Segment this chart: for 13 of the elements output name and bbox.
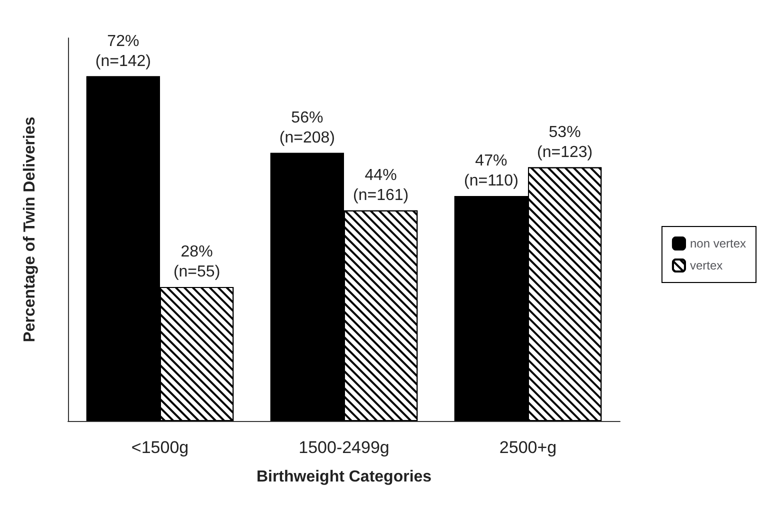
data-label: 56% (n=208) — [279, 109, 335, 146]
data-label: 72% (n=142) — [95, 32, 151, 70]
x-axis-title: Birthweight Categories — [256, 468, 432, 486]
data-label: 28% (n=55) — [173, 243, 220, 280]
y-axis-title: Percentage of Twin Deliveries — [22, 116, 38, 342]
data-label: 47% (n=110) — [464, 152, 518, 190]
legend-label: vertex — [690, 258, 723, 272]
x-tick-label: 1500-2499g — [298, 438, 390, 457]
legend-label: non vertex — [690, 236, 746, 250]
x-tick-label: <1500g — [131, 438, 189, 457]
data-label: 44% (n=161) — [353, 166, 409, 204]
x-tick-label: 2500+g — [499, 438, 557, 457]
data-label: 53% (n=123) — [537, 124, 593, 161]
